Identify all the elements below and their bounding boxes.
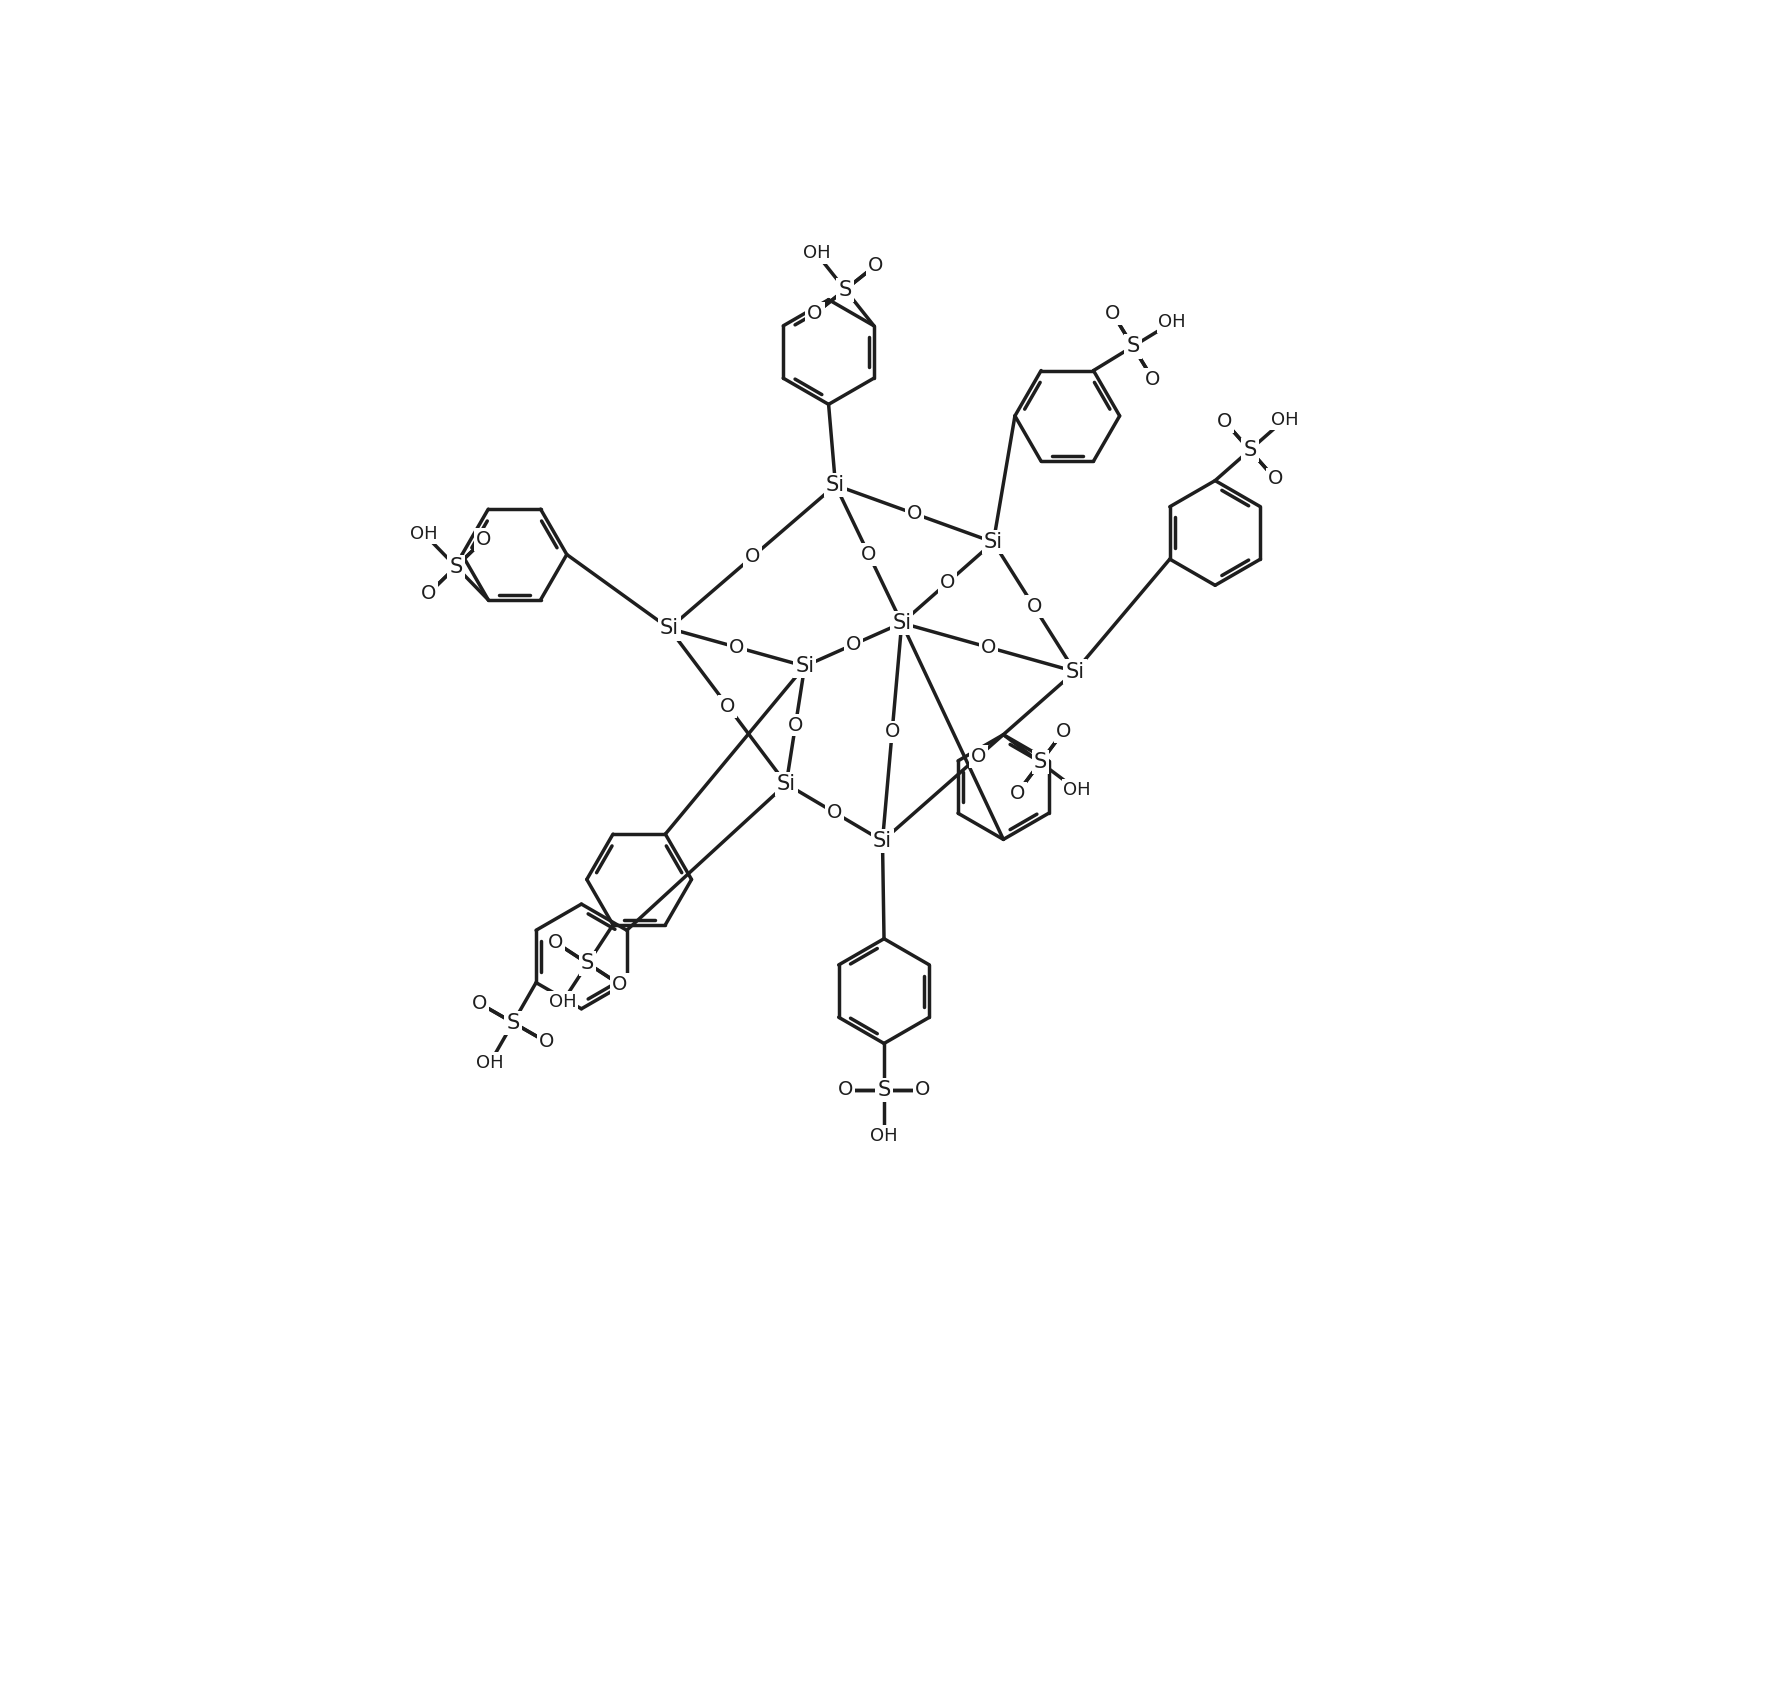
Text: OH: OH — [1159, 313, 1186, 331]
Text: O: O — [972, 747, 986, 765]
Text: O: O — [885, 723, 899, 742]
Text: O: O — [1055, 722, 1071, 742]
Text: O: O — [981, 637, 997, 656]
Text: O: O — [940, 574, 956, 592]
Text: Si: Si — [795, 656, 814, 676]
Text: O: O — [837, 1080, 853, 1098]
Text: Si: Si — [873, 831, 892, 851]
Text: O: O — [1027, 597, 1043, 616]
Text: Si: Si — [984, 532, 1004, 552]
Text: S: S — [1126, 336, 1140, 357]
Text: Si: Si — [827, 476, 844, 495]
Text: OH: OH — [549, 992, 577, 1011]
Text: S: S — [450, 557, 462, 577]
Text: O: O — [473, 994, 487, 1013]
Text: O: O — [421, 584, 435, 604]
Text: O: O — [729, 637, 745, 656]
Text: S: S — [1243, 441, 1257, 461]
Text: O: O — [476, 530, 492, 550]
Text: O: O — [1145, 370, 1161, 389]
Text: O: O — [1216, 412, 1232, 431]
Text: OH: OH — [476, 1053, 504, 1071]
Text: O: O — [915, 1080, 931, 1098]
Text: O: O — [846, 636, 860, 654]
Text: OH: OH — [1271, 410, 1299, 429]
Text: O: O — [1267, 469, 1283, 488]
Text: Si: Si — [660, 619, 678, 639]
Text: O: O — [867, 256, 883, 276]
Text: Si: Si — [892, 612, 912, 632]
Text: O: O — [860, 545, 876, 563]
Text: O: O — [612, 976, 628, 994]
Text: S: S — [878, 1080, 890, 1100]
Text: Si: Si — [777, 774, 796, 794]
Text: O: O — [1104, 304, 1120, 323]
Text: O: O — [788, 715, 804, 735]
Text: S: S — [581, 954, 595, 974]
Text: OH: OH — [1064, 780, 1090, 799]
Text: S: S — [1034, 752, 1048, 772]
Text: OH: OH — [802, 244, 830, 262]
Text: O: O — [538, 1033, 554, 1051]
Text: Si: Si — [1066, 661, 1085, 681]
Text: O: O — [745, 547, 759, 567]
Text: O: O — [720, 696, 735, 715]
Text: OH: OH — [871, 1127, 897, 1145]
Text: S: S — [839, 279, 851, 299]
Text: O: O — [807, 304, 823, 323]
Text: OH: OH — [411, 525, 437, 543]
Text: O: O — [906, 505, 922, 523]
Text: O: O — [547, 934, 563, 952]
Text: S: S — [506, 1013, 520, 1033]
Text: O: O — [827, 802, 843, 822]
Text: O: O — [1009, 784, 1025, 802]
